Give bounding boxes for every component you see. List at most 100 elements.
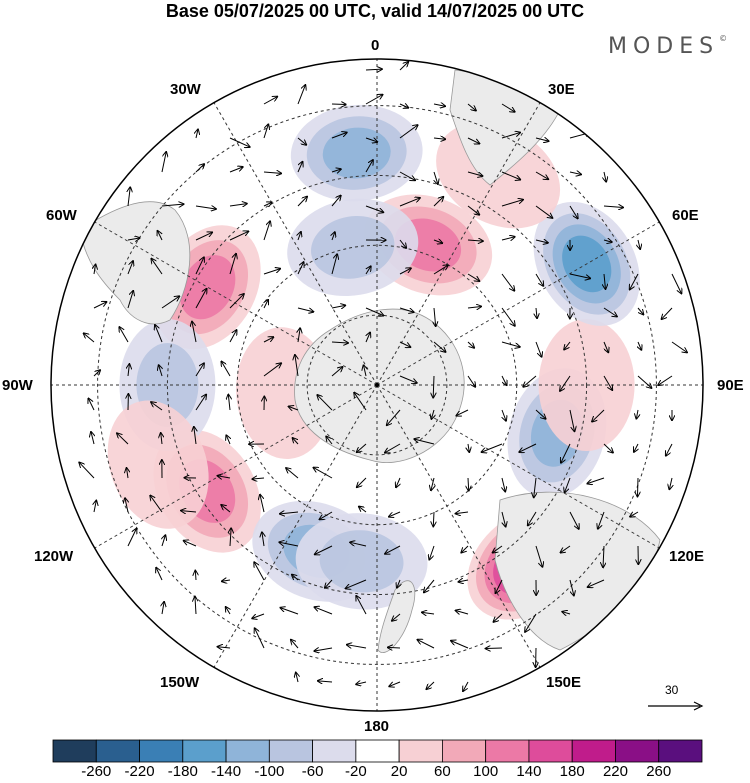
wind-arrow (426, 681, 435, 689)
wind-arrow (467, 375, 475, 387)
wind-arrow (297, 307, 313, 312)
wind-arrow (325, 579, 333, 588)
wind-arrow (389, 681, 401, 686)
wind-arrow (392, 613, 401, 621)
wind-arrow (604, 273, 605, 289)
wind-arrow (315, 545, 333, 554)
wind-arrow (523, 375, 537, 387)
wind-arrow (387, 409, 401, 425)
wind-arrow (564, 341, 571, 349)
wind-arrow (501, 171, 520, 180)
wind-arrow (535, 171, 548, 179)
wind-arrow (365, 69, 382, 70)
wind-arrow (535, 341, 542, 357)
wind-arrow (260, 495, 265, 513)
wind-arrow (228, 395, 230, 411)
wind-arrow (289, 407, 299, 410)
wind-arrow (365, 307, 383, 316)
map-boundary (50, 58, 704, 712)
meridian-line (376, 384, 660, 549)
wind-arrow (569, 409, 574, 431)
wind-arrow (671, 341, 687, 352)
wind-arrow (456, 512, 469, 514)
wind-arrow (184, 541, 197, 547)
wind-arrow (263, 97, 277, 105)
colorbar-cell (615, 739, 660, 763)
label-90w: 90W (2, 377, 33, 394)
wind-arrow (399, 62, 408, 71)
wind-arrow (587, 477, 605, 484)
wind-arrow (229, 330, 237, 343)
wind-arrow (263, 363, 281, 377)
anomaly-contour (319, 530, 404, 593)
wind-arrow (331, 169, 341, 172)
colorbar-tick-label: 140 (516, 763, 542, 780)
wind-arrow (84, 333, 95, 343)
wind-arrow (91, 432, 94, 445)
wind-arrow (456, 409, 469, 416)
wind-arrow (161, 204, 183, 206)
wind-arrow (279, 542, 299, 547)
wind-arrow (519, 443, 537, 452)
wind-arrow (414, 439, 435, 445)
wind-arrow (331, 305, 345, 308)
wind-arrow (356, 682, 367, 684)
wind-arrow (354, 393, 367, 411)
wind-arrow (433, 341, 445, 352)
meridian-line (213, 384, 378, 668)
meridian-line (94, 221, 378, 386)
wind-arrow (254, 562, 265, 581)
wind-arrow (297, 137, 306, 145)
wind-arrow (229, 231, 248, 241)
wind-arrow (218, 476, 231, 478)
colorbar-cell (658, 739, 703, 763)
wind-arrow (603, 341, 608, 352)
wind-arrow (297, 197, 307, 207)
wind-arrow (226, 435, 230, 445)
wind-arrow (161, 433, 162, 445)
wind-arrow (196, 130, 198, 139)
wind-arrow (252, 613, 265, 618)
wind-arrow (662, 307, 673, 319)
wind-arrow (433, 265, 448, 275)
wind-arrow (359, 507, 367, 513)
colorbar-cell (95, 739, 140, 763)
wind-arrow (431, 409, 434, 419)
colorbar-cell (182, 739, 227, 763)
wind-arrow (314, 468, 333, 479)
wind-arrow (297, 262, 304, 275)
wind-arrow (263, 269, 280, 275)
wind-arrow (297, 162, 302, 173)
wind-arrow (637, 307, 643, 314)
wind-arrow (467, 341, 474, 348)
wind-arrow (263, 202, 272, 206)
label-30e: 30E (548, 81, 575, 98)
wind-arrow (331, 196, 341, 207)
wind-arrow (221, 505, 231, 513)
meridian-line (94, 384, 378, 549)
wind-arrow (229, 137, 250, 147)
wind-arrow (399, 239, 406, 248)
wind-arrow (501, 103, 515, 112)
wind-arrow (399, 375, 417, 383)
wind-arrow (298, 232, 301, 241)
wind-arrow (569, 273, 590, 278)
wind-arrow (385, 545, 401, 554)
wind-arrow (493, 545, 503, 553)
wind-arrow (365, 160, 373, 173)
wind-arrow (588, 579, 605, 587)
label-60w: 60W (46, 207, 77, 224)
label-120w: 120W (34, 548, 74, 565)
colorbar-tick-label: 60 (434, 763, 451, 780)
wind-arrow (218, 647, 231, 648)
wind-arrow (467, 103, 476, 111)
wind-arrow (501, 375, 507, 385)
wind-arrow (433, 240, 442, 243)
colorbar-cell (571, 739, 616, 763)
wind-arrow (399, 268, 411, 275)
wind-arrow (195, 206, 216, 209)
wind-arrow (297, 85, 305, 105)
wind-arrow (467, 240, 483, 241)
wind-arrow (286, 468, 299, 479)
